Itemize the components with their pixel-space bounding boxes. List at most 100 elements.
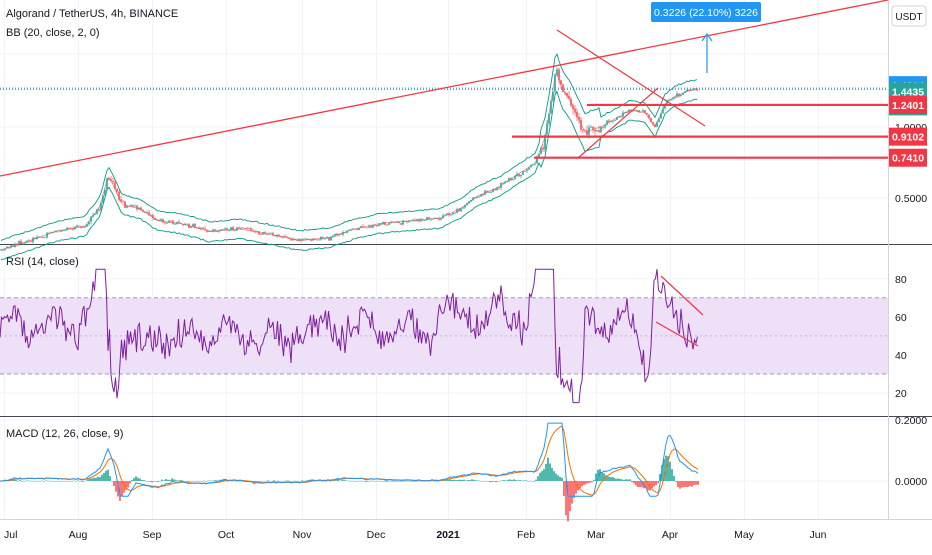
macd-histogram-bar: [537, 476, 539, 481]
candle-body: [166, 222, 168, 224]
candle-body: [626, 112, 628, 114]
macd-histogram-bar: [485, 481, 487, 482]
macd-histogram-bar: [683, 481, 685, 488]
candle-body: [674, 96, 676, 98]
macd-histogram-bar: [45, 480, 47, 482]
macd-histogram-bar: [353, 481, 355, 482]
candle-body: [96, 209, 98, 214]
macd-histogram-bar: [593, 479, 595, 481]
macd-histogram-bar: [685, 481, 687, 487]
descending-trendline[interactable]: [556, 29, 706, 127]
candle-body: [558, 69, 560, 81]
candle-body: [354, 228, 356, 230]
macd-histogram-bar: [49, 481, 51, 482]
macd-pane[interactable]: [0, 418, 888, 518]
candle-body: [262, 232, 264, 235]
candle-body: [470, 200, 472, 202]
candle-body: [330, 237, 332, 241]
macd-histogram-bar: [165, 479, 167, 481]
candle-body: [494, 189, 496, 191]
rsi-support-trendline[interactable]: [655, 321, 699, 347]
candle-body: [318, 239, 320, 241]
candle-body: [382, 221, 384, 225]
candle-body: [692, 88, 694, 90]
rsi-descending-trendline[interactable]: [660, 275, 704, 316]
candle-body: [428, 217, 430, 219]
candle-body: [102, 195, 104, 203]
macd-histogram-bar: [331, 480, 333, 481]
long-term-trendline[interactable]: [0, 0, 889, 177]
macd-histogram-bar: [119, 481, 121, 501]
macd-histogram-bar: [501, 480, 503, 481]
macd-histogram-bar: [325, 481, 327, 482]
candle-body: [594, 129, 596, 132]
macd-histogram-bar: [209, 480, 211, 482]
macd-histogram-bar: [341, 480, 343, 481]
candle-body: [658, 118, 660, 123]
rsi-indicator-label[interactable]: RSI (14, close): [6, 256, 79, 268]
candle-body: [340, 233, 342, 235]
currency-badge[interactable]: [891, 5, 927, 27]
macd-histogram-bar: [265, 480, 267, 482]
candle-body: [234, 230, 236, 232]
candle-body: [488, 192, 490, 193]
macd-histogram-bar: [561, 477, 563, 481]
macd-histogram-bar: [23, 480, 25, 482]
candle-body: [146, 212, 148, 214]
candlesticks[interactable]: [0, 67, 698, 252]
time-axis[interactable]: Jul Aug Sep Oct Nov Dec 2021 Feb Mar Apr May Jun: [4, 529, 827, 541]
macd-histogram-bar: [635, 481, 637, 486]
bb-indicator-label[interactable]: BB (20, close, 2, 0): [6, 27, 100, 39]
candle-body: [222, 229, 224, 231]
candle-body: [346, 230, 348, 233]
macd-histogram-bar: [653, 481, 655, 487]
ascending-trendline[interactable]: [577, 87, 659, 159]
candle-body: [656, 122, 658, 127]
rsi-line[interactable]: [0, 268, 698, 404]
macd-histogram-bar: [187, 481, 189, 482]
macd-histogram-bar: [657, 481, 659, 484]
price-pane[interactable]: [0, 0, 888, 243]
macd-histogram-bar: [237, 481, 239, 482]
candle-body: [454, 212, 456, 214]
macd-histogram-bar: [157, 481, 159, 482]
bb-lower-band: [0, 90, 698, 261]
candle-body: [32, 237, 34, 243]
macd-histogram-bar: [135, 476, 137, 481]
macd-indicator-label[interactable]: MACD (12, 26, close, 9): [6, 428, 123, 440]
candle-body: [466, 203, 468, 206]
macd-histogram-bar: [239, 480, 241, 482]
candle-body: [180, 223, 182, 224]
candle-body: [662, 108, 664, 114]
macd-histogram-bar: [301, 480, 303, 481]
macd-line[interactable]: [0, 422, 699, 497]
candle-body: [38, 236, 40, 238]
candle-body: [174, 223, 176, 225]
measure-label-box[interactable]: [651, 2, 761, 22]
candle-body: [408, 220, 410, 223]
macd-histogram-bar: [367, 481, 369, 482]
macd-histogram-bar: [631, 481, 633, 483]
macd-histogram-bar: [479, 480, 481, 482]
candle-body: [680, 94, 682, 97]
macd-histogram-bar: [689, 481, 691, 487]
symbol-title[interactable]: Algorand / TetherUS, 4h, BINANCE: [6, 8, 178, 20]
macd-scale[interactable]: 0.2000 0.0000: [895, 415, 927, 488]
macd-histogram-bar: [203, 480, 205, 482]
macd-histogram-bar: [371, 480, 373, 482]
rsi-scale[interactable]: 80 60 40 20: [895, 274, 907, 400]
candle-body: [266, 233, 268, 235]
candle-body: [432, 218, 434, 220]
time-axis-label: Sep: [143, 529, 162, 541]
candle-body: [576, 111, 578, 118]
candle-body: [324, 238, 326, 240]
candle-body: [380, 223, 382, 225]
price-tag-box: [889, 95, 927, 114]
macd-histogram-bar: [523, 480, 525, 481]
macd-histogram-bar: [109, 476, 111, 481]
candle-body: [622, 112, 624, 117]
macd-histogram-bar: [399, 481, 401, 482]
macd-histogram-bar: [291, 481, 293, 482]
